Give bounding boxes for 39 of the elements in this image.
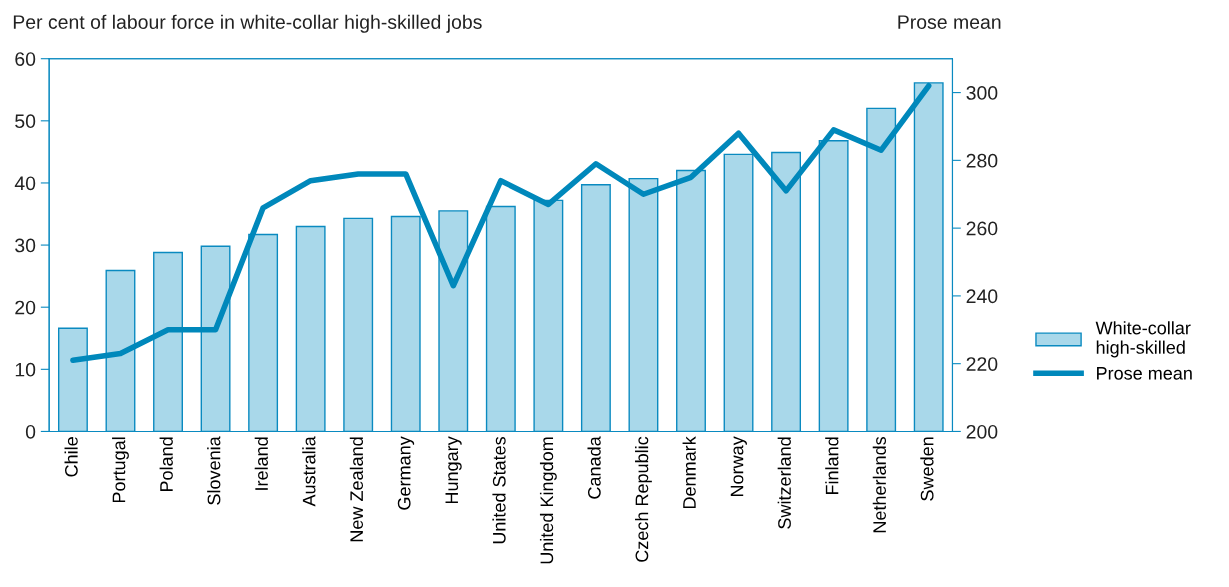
legend-label: Prose mean bbox=[1097, 367, 1192, 380]
y-tick-label: 40 bbox=[14, 176, 36, 191]
legend-label: White-collar high-skilled bbox=[1095, 321, 1191, 358]
x-tick-label: Norway bbox=[730, 436, 747, 497]
y2-tick-label: 200 bbox=[966, 424, 998, 439]
y2-tick-label: 220 bbox=[966, 357, 998, 371]
y2-axis-title: Prose mean bbox=[898, 15, 1001, 29]
x-tick-label: United Kingdom bbox=[539, 437, 557, 564]
x-tick-label: Poland bbox=[159, 437, 173, 492]
y-axis-title: Per cent of labour force in white-collar high-skilled jobs bbox=[13, 14, 482, 33]
x-tick-label: Ireland bbox=[254, 437, 268, 490]
x-tick-label: New Zealand bbox=[349, 437, 364, 542]
y-tick-label: 20 bbox=[15, 300, 36, 315]
x-tick-label: Portugal bbox=[112, 437, 129, 503]
bar bbox=[343, 217, 374, 432]
x-tick-label: Denmark bbox=[682, 436, 696, 509]
y-tick-label: 0 bbox=[25, 424, 36, 439]
y-tick-label: 30 bbox=[15, 238, 36, 253]
y2-tick-label: 240 bbox=[966, 289, 998, 304]
x-tick-label: Finland bbox=[825, 437, 839, 495]
y2-tick-label: 280 bbox=[966, 153, 998, 168]
y-tick-label: 50 bbox=[15, 114, 36, 129]
x-tick-label: Hungary bbox=[445, 436, 462, 504]
x-tick-label: Australia bbox=[302, 436, 316, 507]
bar bbox=[295, 225, 326, 432]
x-tick-label: Germany bbox=[397, 436, 415, 510]
x-tick-label: Chile bbox=[64, 437, 78, 477]
y-tick-label: 10 bbox=[15, 362, 36, 377]
x-tick-label: Netherlands bbox=[872, 436, 887, 533]
y-tick-label: 60 bbox=[15, 52, 36, 66]
x-tick-label: Czech Republic bbox=[635, 436, 652, 562]
bar bbox=[580, 184, 611, 432]
x-tick-label: Sweden bbox=[920, 437, 934, 501]
x-tick-label: Canada bbox=[587, 436, 601, 499]
x-tick-label: Switzerland bbox=[777, 437, 791, 529]
y2-tick-label: 300 bbox=[966, 86, 998, 100]
y2-tick-label: 260 bbox=[966, 221, 998, 236]
x-tick-label: United States bbox=[492, 436, 506, 544]
x-tick-label: Slovenia bbox=[207, 436, 221, 505]
